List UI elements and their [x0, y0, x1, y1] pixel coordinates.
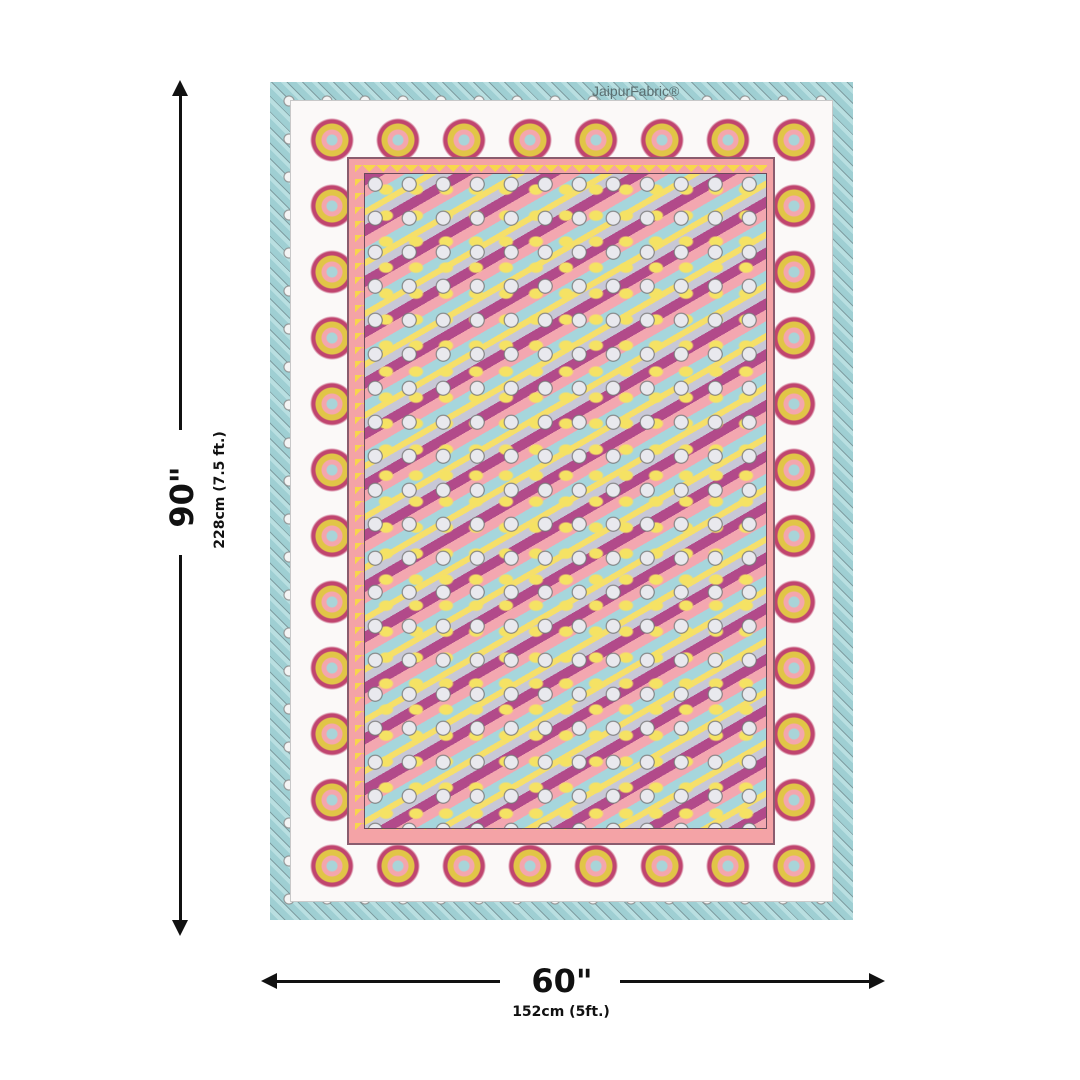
width-metric: 152cm (5ft.)	[512, 1004, 610, 1020]
arrow-up-icon	[172, 80, 188, 96]
arrow-down-icon	[172, 920, 188, 936]
arrow-left-icon	[261, 973, 277, 989]
pink-inner-border	[347, 157, 775, 845]
floral-field	[364, 173, 767, 829]
arrow-right-icon	[869, 973, 885, 989]
width-inches: 60"	[531, 962, 593, 1000]
brand-watermark: JaipurFabric®	[592, 83, 680, 99]
height-metric: 228cm (7.5 ft.)	[212, 431, 228, 549]
height-inches: 90"	[163, 466, 201, 528]
bedsheet-image: JaipurFabric®	[270, 82, 853, 920]
